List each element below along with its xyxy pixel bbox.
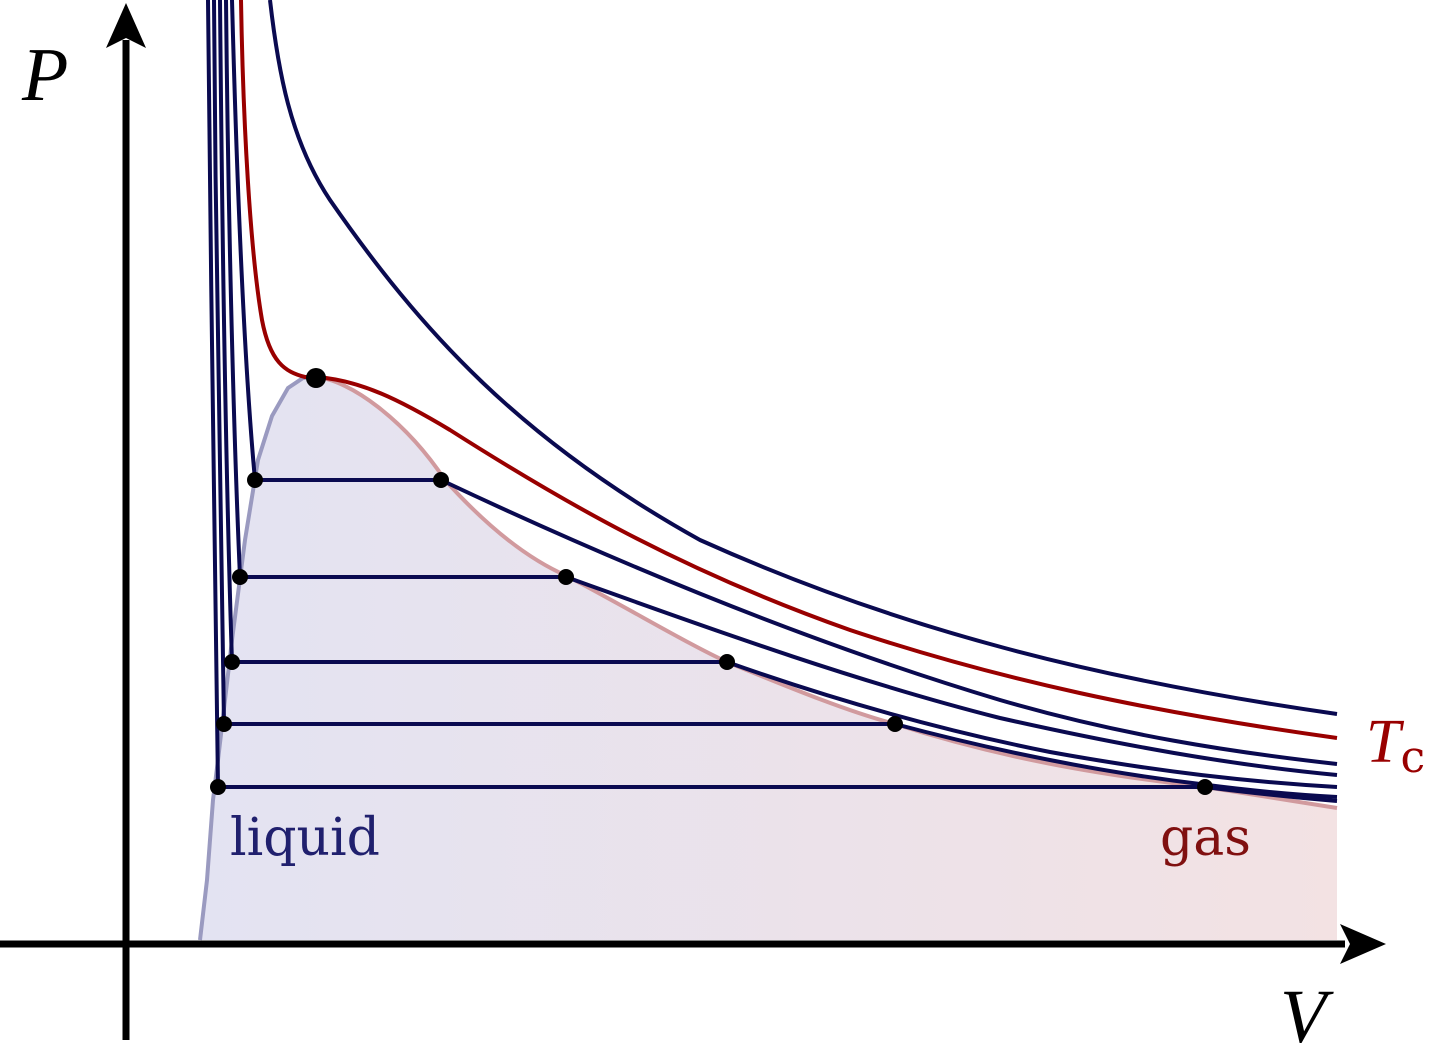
- gas-point-4: [887, 716, 903, 732]
- isotherm-above-critical: [268, 0, 1338, 716]
- y-axis-label: P: [21, 33, 68, 117]
- coexistence-region-fill: [200, 377, 1337, 940]
- isotherm-critical: [239, 0, 1338, 740]
- gas-point-3: [719, 654, 735, 670]
- isotherm-5-liquid: [206, 0, 220, 788]
- gas-label: gas: [1160, 808, 1251, 868]
- isotherm-4-liquid: [212, 0, 226, 725]
- gas-point-1: [433, 472, 449, 488]
- isotherm-2-gas: [565, 575, 1338, 777]
- critical-temperature-label: Tc: [1366, 708, 1425, 783]
- coexistence-curve-gas: [315, 375, 1338, 810]
- y-axis-arrow: [106, 3, 146, 48]
- isotherm-1-gas: [440, 478, 1338, 766]
- isotherm-3-liquid: [218, 0, 234, 663]
- isotherm-3-gas: [726, 660, 1338, 789]
- critical-point-dot: [306, 368, 326, 388]
- gas-point-5: [1197, 779, 1213, 795]
- isotherm-5-gas: [1204, 785, 1338, 803]
- x-axis-arrow: [1340, 924, 1386, 964]
- critical-temperature-main: T: [1366, 708, 1405, 776]
- liquid-label: liquid: [230, 808, 380, 868]
- liquid-point-5: [210, 779, 226, 795]
- gas-point-2: [558, 569, 574, 585]
- liquid-point-4: [216, 716, 232, 732]
- liquid-point-3: [224, 654, 240, 670]
- coexistence-curve-liquid: [198, 375, 317, 941]
- critical-temperature-sub: c: [1400, 732, 1425, 783]
- x-axis-label: V: [1280, 975, 1334, 1047]
- isotherm-1-liquid: [230, 0, 257, 481]
- isotherm-2-liquid: [224, 0, 242, 578]
- isotherm-4-gas: [894, 722, 1338, 799]
- liquid-point-2: [232, 569, 248, 585]
- liquid-point-1: [247, 472, 263, 488]
